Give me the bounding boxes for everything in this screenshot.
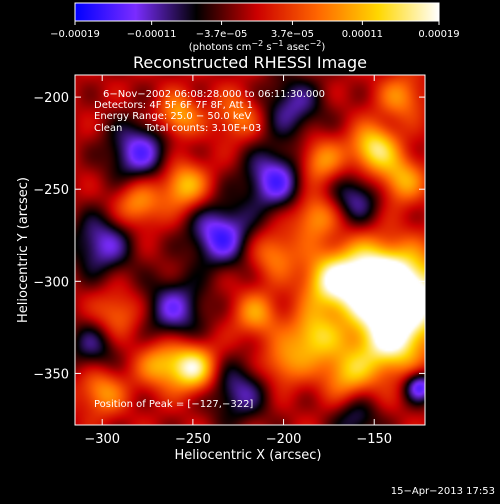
x-tick-label: −150 — [356, 432, 392, 447]
colorbar-tick-label: −0.00019 — [50, 29, 100, 40]
colorbar-ticks: −0.00019 −0.00011 −3.7e−05 3.7e−05 0.00011 0.… — [50, 21, 460, 40]
time-range-annotation: 6−Nov−2002 06:08:28.000 to 06:11:30.000 — [103, 89, 325, 100]
colorbar-tick-label: −3.7e−05 — [196, 29, 248, 40]
colorbar-units-label: (photons cm−2 s−1 asec−2) — [189, 39, 326, 53]
y-tick-label: −200 — [33, 91, 69, 106]
y-axis-label: Heliocentric Y (arcsec) — [16, 177, 31, 323]
energy-range-annotation: Energy Range: 25.0 − 50.0 keV — [94, 111, 251, 122]
colorbar-tick-label: 0.00019 — [418, 29, 459, 40]
x-tick-label: −200 — [266, 432, 302, 447]
colorbar-tick-label: 3.7e−05 — [271, 29, 314, 40]
total-counts-annotation: Total counts: 3.10E+03 — [144, 123, 261, 134]
peak-position-annotation: Position of Peak = [−127,−322] — [94, 399, 253, 410]
footer-date: 15−Apr−2013 17:53 — [391, 486, 495, 497]
y-tick-label: −350 — [33, 367, 69, 382]
y-axis: −200 −250 −300 −350 — [33, 91, 425, 382]
colorbar-tick-label: −0.00011 — [127, 29, 177, 40]
clean-annotation: Clean — [94, 123, 122, 134]
heatmap-image — [75, 75, 425, 425]
x-tick-label: −300 — [84, 432, 120, 447]
x-tick-label: −250 — [175, 432, 211, 447]
detectors-annotation: Detectors: 4F 5F 6F 7F 8F, Att 1 — [94, 100, 253, 111]
chart-title: Reconstructed RHESSI Image — [133, 53, 367, 72]
colorbar — [74, 2, 440, 22]
y-tick-label: −250 — [33, 183, 69, 198]
x-axis-label: Heliocentric X (arcsec) — [175, 448, 322, 463]
colorbar-tick-label: 0.00011 — [342, 29, 383, 40]
x-axis: −300 −250 −200 −150 — [84, 75, 392, 447]
plot-frame — [74, 74, 426, 426]
y-tick-label: −300 — [33, 275, 69, 290]
